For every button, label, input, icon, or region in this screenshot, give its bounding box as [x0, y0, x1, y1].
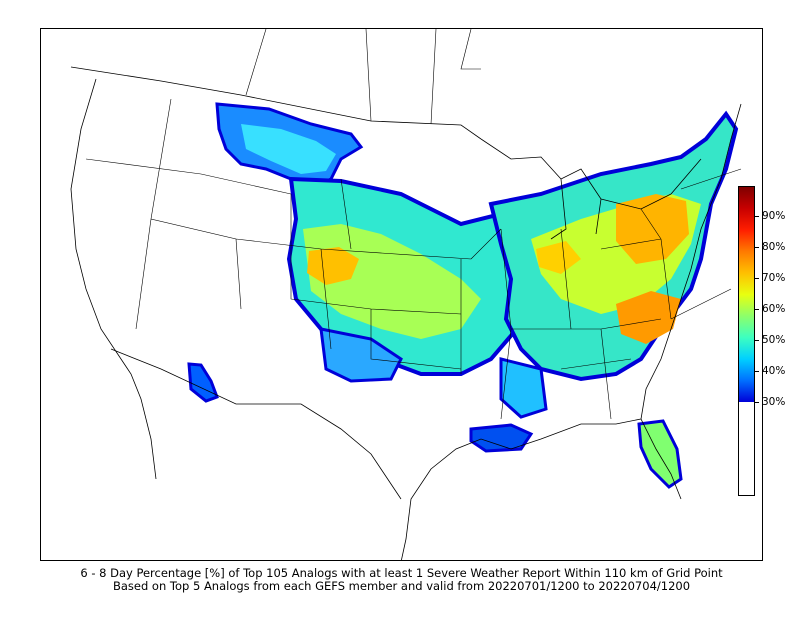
northern-rockies-core [241, 124, 336, 174]
colorbar-tick [755, 216, 759, 217]
colorbar-tick [755, 402, 759, 403]
great-lakes-outline [480, 138, 702, 240]
colorbar [738, 186, 755, 496]
gulf-coast-line [401, 418, 642, 560]
map-panel [40, 28, 763, 561]
colorbar-tick [755, 371, 759, 372]
colorbar-tick-label: 90% [762, 210, 786, 222]
colorbar-gradient [739, 187, 754, 402]
colorbar-tick [755, 247, 759, 248]
caption-title: 6 - 8 Day Percentage [%] of Top 105 Anal… [80, 566, 723, 580]
colorbar-tick-label: 80% [762, 241, 786, 253]
colorbar-tick-label: 50% [762, 334, 786, 346]
conus-map [70, 29, 742, 560]
canada-province-lines [245, 29, 481, 125]
arizona-patch [187, 362, 219, 403]
gulf-coast-patch [469, 423, 534, 453]
colorbar-tick [755, 340, 759, 341]
colorbar-tick-label: 30% [762, 396, 786, 408]
mexico-border [110, 348, 402, 500]
colorbar-tick [755, 278, 759, 279]
caption-subtitle: Based on Top 5 Analogs from each GEFS me… [112, 579, 691, 593]
arkansas-patch [499, 357, 548, 419]
appalachian-hotspot [616, 291, 681, 344]
canada-border [70, 66, 482, 140]
ohio-hotspot [536, 241, 581, 274]
colorbar-tick-label: 40% [762, 365, 786, 377]
west-coast-line [70, 78, 157, 480]
probability-field [187, 102, 739, 489]
colorbar-tick-label: 70% [762, 272, 786, 284]
colorbar-tick-label: 60% [762, 303, 786, 315]
map-boundaries [70, 29, 742, 560]
mid-atlantic-hotspot [616, 194, 689, 264]
colorbar-tick [755, 309, 759, 310]
plains-hotspot [307, 247, 359, 285]
state-lines [85, 98, 742, 420]
east-coast-line [640, 103, 742, 500]
florida-patch [637, 419, 683, 489]
